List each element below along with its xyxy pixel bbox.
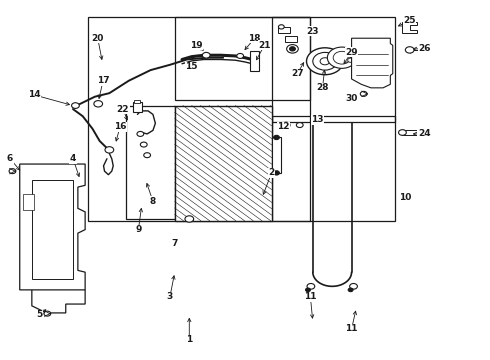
Circle shape (287, 45, 298, 53)
Bar (271, 17, 395, 122)
Circle shape (144, 153, 150, 158)
Circle shape (44, 311, 51, 316)
Text: 11: 11 (304, 292, 317, 301)
Bar (23, 194, 34, 210)
Text: 26: 26 (418, 44, 431, 53)
Text: 14: 14 (28, 90, 41, 99)
Circle shape (237, 54, 244, 58)
Text: 4: 4 (70, 154, 76, 163)
Circle shape (348, 288, 353, 292)
Text: 15: 15 (185, 62, 198, 71)
Circle shape (348, 53, 353, 57)
Circle shape (313, 53, 337, 70)
Text: 16: 16 (114, 122, 126, 131)
Text: 20: 20 (92, 34, 104, 43)
Circle shape (405, 47, 414, 53)
Circle shape (202, 53, 210, 58)
Circle shape (137, 131, 144, 136)
Bar (402, 130, 429, 135)
Circle shape (273, 135, 279, 140)
Text: 12: 12 (277, 122, 290, 131)
Circle shape (398, 130, 406, 135)
Bar (250, 51, 259, 71)
Text: 9: 9 (135, 225, 142, 234)
Text: 18: 18 (248, 34, 261, 43)
Bar (271, 138, 281, 173)
Bar (278, 27, 290, 33)
Circle shape (94, 100, 102, 107)
Circle shape (72, 103, 79, 108)
Circle shape (140, 142, 147, 147)
Text: 6: 6 (7, 154, 13, 163)
Circle shape (307, 283, 315, 289)
Circle shape (350, 283, 357, 289)
Text: 23: 23 (307, 27, 319, 36)
Text: 7: 7 (172, 239, 178, 248)
Text: 5: 5 (36, 310, 42, 319)
Circle shape (273, 171, 279, 175)
Circle shape (282, 122, 290, 128)
Polygon shape (352, 38, 393, 88)
Circle shape (307, 48, 343, 75)
Circle shape (306, 288, 310, 292)
Text: 27: 27 (291, 69, 304, 78)
Text: 1: 1 (186, 335, 193, 344)
Text: 24: 24 (418, 130, 431, 139)
Bar (134, 100, 140, 103)
Text: 3: 3 (167, 292, 173, 301)
Bar (271, 116, 395, 221)
Text: 21: 21 (258, 41, 270, 50)
Bar (175, 17, 310, 100)
Text: 2: 2 (269, 168, 275, 177)
Circle shape (360, 91, 367, 96)
Circle shape (105, 147, 114, 153)
Text: 30: 30 (345, 94, 358, 103)
Text: 28: 28 (316, 84, 329, 93)
Circle shape (348, 58, 353, 62)
Bar (88, 17, 310, 221)
Bar (32, 180, 73, 279)
Bar (126, 105, 175, 219)
Circle shape (296, 123, 303, 127)
Bar (175, 105, 271, 221)
Text: 19: 19 (190, 41, 203, 50)
Text: 13: 13 (312, 115, 324, 124)
Bar (133, 102, 142, 112)
Bar (285, 36, 297, 42)
Circle shape (290, 47, 295, 51)
Circle shape (320, 58, 330, 65)
Text: 10: 10 (399, 193, 411, 202)
Circle shape (333, 51, 351, 64)
Polygon shape (20, 164, 85, 290)
Text: 11: 11 (345, 324, 358, 333)
Circle shape (327, 47, 356, 68)
Bar (175, 105, 271, 221)
Circle shape (278, 25, 284, 29)
Text: 22: 22 (117, 105, 129, 114)
Text: 8: 8 (150, 197, 156, 206)
Circle shape (9, 168, 16, 174)
Circle shape (185, 216, 194, 222)
Text: 25: 25 (403, 16, 416, 25)
Text: 29: 29 (345, 48, 358, 57)
Text: 17: 17 (97, 76, 109, 85)
Polygon shape (402, 22, 417, 33)
